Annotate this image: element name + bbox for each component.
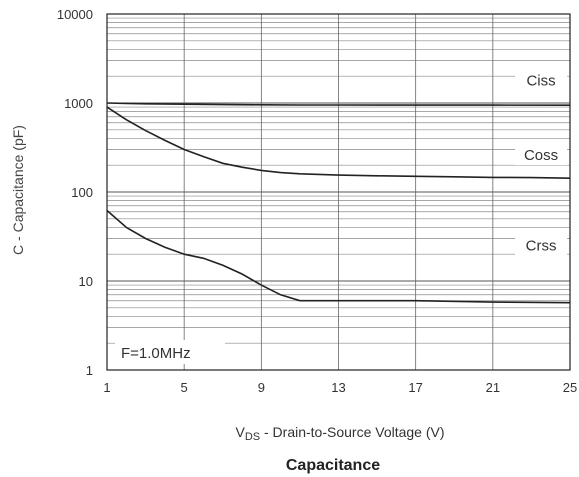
series-line-ciss	[106, 102, 571, 106]
series-line-crss	[106, 209, 571, 304]
series-labels: Ciss Coss Crss	[515, 68, 568, 256]
y-tick-label: 1	[86, 363, 93, 378]
x-axis-label: VDS - Drain-to-Source Voltage (V)	[235, 424, 444, 443]
series-label-coss: Coss	[524, 147, 558, 164]
tick-labels: 1 10 100 1000 10000 1 5 9 13 17 21 25	[57, 7, 577, 395]
x-tick-label: 13	[331, 380, 345, 395]
x-axis-label-prefix: V	[235, 424, 245, 440]
x-tick-label: 9	[258, 380, 265, 395]
series-label-ciss: Ciss	[526, 72, 555, 89]
x-tick-label: 21	[486, 380, 500, 395]
frequency-annotation-box	[115, 340, 225, 364]
y-tick-label: 10000	[57, 7, 93, 22]
series-line-coss	[106, 106, 571, 179]
chart-title: Capacitance	[286, 457, 380, 474]
grid-layer	[106, 14, 571, 371]
series-label-bg	[515, 143, 568, 166]
x-tick-label: 1	[103, 380, 110, 395]
y-tick-label: 100	[71, 185, 93, 200]
x-tick-label: 25	[563, 380, 577, 395]
plot-border	[106, 13, 571, 371]
y-tick-label: 10	[79, 274, 93, 289]
y-axis-label: C - Capacitance (pF)	[10, 125, 26, 255]
series-label-crss: Crss	[526, 238, 557, 255]
x-axis-label-rest: - Drain-to-Source Voltage (V)	[260, 424, 444, 440]
x-tick-label: 5	[181, 380, 188, 395]
frequency-annotation: F=1.0MHz	[121, 345, 191, 362]
series-label-bg	[515, 233, 568, 256]
x-tick-label: 17	[408, 380, 422, 395]
y-tick-label: 1000	[64, 96, 93, 111]
series-label-bg	[515, 68, 568, 91]
series-layer	[106, 102, 571, 304]
plot-frame	[106, 13, 571, 371]
x-axis-label-subscript: DS	[245, 431, 260, 443]
